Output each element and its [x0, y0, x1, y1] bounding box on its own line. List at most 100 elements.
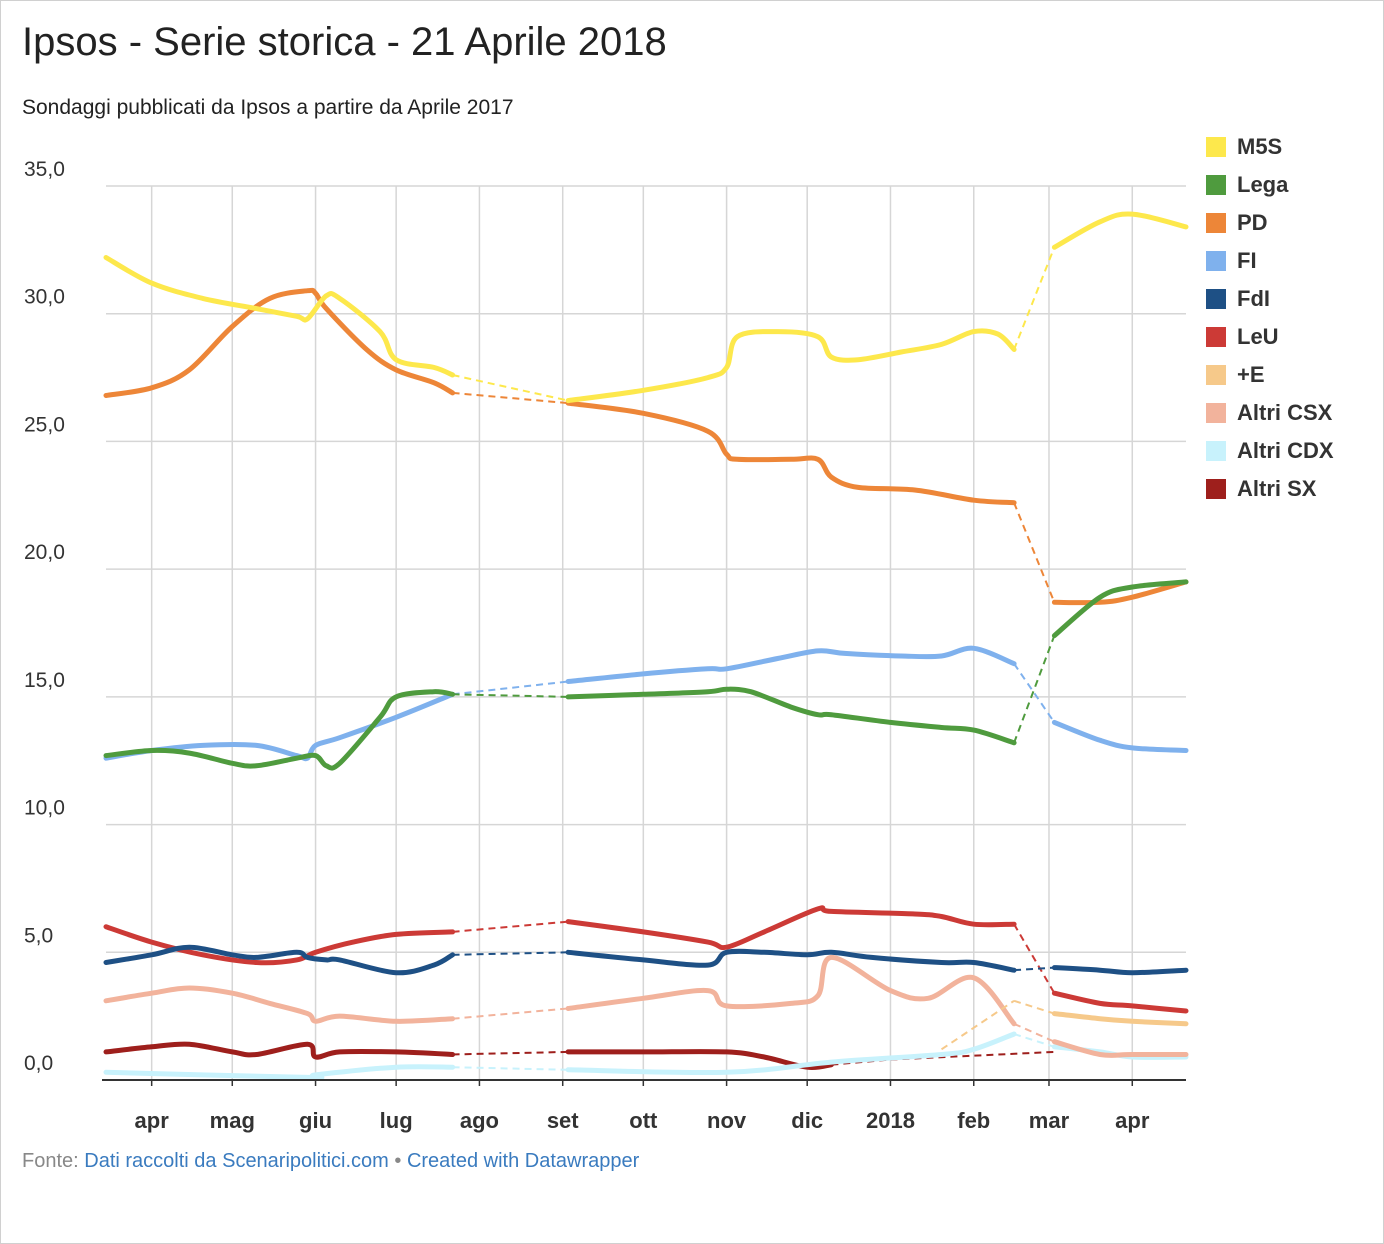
chart-footer: Fonte: Dati raccolti da Scenaripolitici.… [22, 1150, 639, 1173]
series-line [103, 924, 456, 966]
series-altri-cdx [103, 1031, 1189, 1080]
series-line [1051, 211, 1189, 250]
legend: M5S Lega PD FI FdI LeU +E Altri CSX Altri CDX Alt… [1206, 128, 1334, 508]
series-lega [103, 579, 1189, 771]
legend-label: Lega [1237, 172, 1289, 197]
legend-swatch [1206, 137, 1226, 157]
footer-separator: • [388, 1150, 407, 1172]
series-line [1051, 719, 1189, 753]
legend-item: Altri CDX [1206, 432, 1334, 470]
legend-item: LeU [1206, 318, 1334, 356]
legend-item: Altri SX [1206, 470, 1334, 508]
legend-swatch [1206, 441, 1226, 461]
legend-label: LeU [1237, 324, 1279, 349]
x-tick-label: set [547, 1108, 579, 1133]
series-line [1051, 579, 1189, 639]
series-dashed-segment [452, 391, 569, 405]
series-line [1051, 965, 1189, 976]
series-line [1051, 1011, 1189, 1027]
series-altri-csx [103, 954, 1189, 1058]
series-dashed-segment [452, 1066, 569, 1071]
y-tick-label: 0,0 [24, 1052, 53, 1075]
series-line [103, 689, 456, 771]
legend-swatch [1206, 403, 1226, 423]
series-line [565, 686, 1017, 746]
series-dashed-segment [1013, 246, 1056, 350]
series-m5s [103, 211, 1189, 404]
chart-subtitle: Sondaggi pubblicati da Ipsos a partire d… [22, 96, 514, 119]
legend-label: FI [1237, 248, 1257, 273]
series-dashed-segment [1013, 966, 1055, 972]
series-line [565, 1031, 1017, 1076]
x-tick-label: mar [1029, 1108, 1070, 1133]
y-tick-label: 30,0 [24, 286, 65, 309]
series-line [103, 944, 456, 976]
series-dashed-segment [1013, 923, 1056, 994]
series-dashed-segment [1013, 502, 1056, 603]
legend-swatch [1206, 327, 1226, 347]
series-line [103, 287, 456, 398]
series-line [565, 954, 1017, 1027]
series-line [103, 1041, 456, 1060]
series-line [1051, 990, 1189, 1014]
series-line [1051, 1039, 1189, 1058]
legend-swatch [1206, 365, 1226, 385]
series-line [565, 328, 1017, 404]
y-tick-label: 35,0 [24, 158, 65, 181]
x-tick-label: 2018 [866, 1108, 915, 1133]
axes: 35,0 30,0 25,0 20,0 15,0 10,0 5,0 0,0 apr mag giu l… [24, 158, 1186, 1133]
series-dashed-segment [452, 920, 569, 933]
series-fdi [103, 944, 1189, 976]
legend-label: FdI [1237, 286, 1270, 311]
x-tick-label: ago [460, 1108, 499, 1133]
series-line [565, 948, 1017, 973]
series-line [103, 255, 456, 378]
legend-item: Altri CSX [1206, 394, 1334, 432]
series-line [103, 1064, 456, 1080]
legend-item: FI [1206, 242, 1334, 280]
series-pd [103, 287, 1189, 606]
x-tick-label: apr [135, 1108, 170, 1133]
source-link[interactable]: Dati raccolti da Scenaripolitici.com [84, 1150, 389, 1172]
series-fi [103, 645, 1189, 762]
legend-item: PD [1206, 204, 1334, 242]
x-tick-label: lug [380, 1108, 413, 1133]
legend-swatch [1206, 175, 1226, 195]
legend-swatch [1206, 251, 1226, 271]
legend-label: Altri CSX [1237, 400, 1333, 425]
series-line [565, 400, 1017, 506]
datawrapper-link[interactable]: Created with Datawrapper [406, 1150, 640, 1172]
y-tick-label: 10,0 [24, 797, 65, 820]
y-tick-label: 15,0 [24, 669, 65, 692]
y-tick-label: 5,0 [24, 924, 53, 947]
x-tick-label: nov [707, 1108, 747, 1133]
x-tick-label: giu [299, 1108, 332, 1133]
x-tick-label: feb [957, 1108, 990, 1133]
legend-label: Altri SX [1237, 476, 1317, 501]
series-dashed-segment [1013, 1022, 1055, 1043]
legend-swatch [1206, 479, 1226, 499]
series-leu [103, 905, 1189, 1014]
chart-title: Ipsos - Serie storica - 21 Aprile 2018 [22, 20, 667, 64]
y-tick-label: 25,0 [24, 413, 65, 436]
y-tick-label: 20,0 [24, 541, 65, 564]
legend-label: +E [1237, 362, 1265, 387]
legend-swatch [1206, 289, 1226, 309]
legend-item: M5S [1206, 128, 1334, 166]
series-line [103, 985, 456, 1024]
legend-label: M5S [1237, 134, 1283, 159]
x-tick-label: apr [1115, 1108, 1150, 1133]
series-line [565, 1049, 834, 1070]
series-lines [103, 211, 1189, 1080]
x-tick-label: dic [791, 1108, 823, 1133]
footer-prefix: Fonte: [22, 1150, 85, 1172]
series-line [565, 645, 1017, 684]
series-line [565, 905, 1017, 951]
legend-item: +E [1206, 356, 1334, 394]
grid [106, 185, 1186, 1080]
series-dashed-segment [452, 693, 569, 698]
legend-item: Lega [1206, 166, 1334, 204]
series--e [940, 999, 1189, 1051]
